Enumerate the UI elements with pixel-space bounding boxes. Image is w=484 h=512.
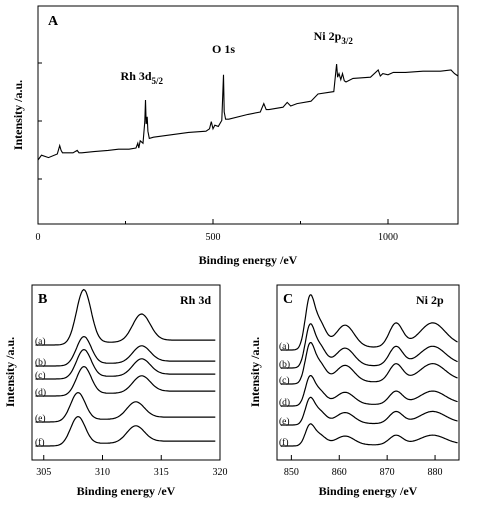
- panel-a-peak-label: O 1s: [212, 42, 235, 56]
- panel-b-xtick-label: 305: [36, 467, 51, 478]
- panel-b-series-line: [35, 348, 216, 380]
- panel-b-series-line: [35, 365, 216, 397]
- panel-a-peak-label: Ni 2p3/2: [314, 29, 354, 46]
- panel-b-series-line: [35, 335, 216, 367]
- survey-spectrum-line: [37, 63, 459, 161]
- panel-c-series-label: (f): [279, 437, 289, 448]
- panel-c-xtick-label: 860: [332, 467, 347, 478]
- panel-b-letter: B: [38, 292, 47, 307]
- panel-c-series-label: (c): [279, 375, 290, 386]
- panel-c-series-label: (d): [279, 397, 290, 408]
- panel-c-xlabel: Binding energy /eV: [319, 484, 418, 498]
- panel-c-series-line: [280, 423, 458, 447]
- panel-b-series-label: (f): [35, 437, 45, 448]
- panel-a-xtick-label: 0: [36, 232, 41, 243]
- panel-a-xtick-label: 1000: [378, 232, 398, 243]
- panel-c-series-label: (e): [279, 416, 290, 427]
- panel-c-xtick-label: 850: [284, 467, 299, 478]
- panel-b-xlabel: Binding energy /eV: [77, 484, 176, 498]
- panel-b-series-line: [35, 415, 216, 447]
- panel-c-series-line: [280, 294, 458, 351]
- panel-b-frame: [31, 284, 221, 461]
- panel-b-series-label: (e): [35, 413, 46, 424]
- panel-a-xlabel: Binding energy /eV: [199, 253, 298, 267]
- panel-b-series-label: (a): [35, 336, 46, 347]
- panel-c-letter: C: [283, 292, 293, 307]
- panel-b-series-label: (d): [35, 387, 46, 398]
- panel-a-xtick-label: 500: [206, 232, 221, 243]
- panel-c-series-line: [280, 342, 458, 385]
- panel-c-xtick-label: 870: [380, 467, 395, 478]
- panel-a-letter: A: [48, 14, 59, 29]
- panel-c-ylabel: Intensity /a.u.: [248, 337, 262, 407]
- panel-b-title: Rh 3d: [180, 293, 211, 307]
- panel-a-frame: [37, 5, 459, 225]
- panel-c-series-line: [280, 375, 458, 407]
- panel-c-title: Ni 2p: [416, 293, 444, 307]
- panel-b-ylabel: Intensity /a.u.: [3, 337, 17, 407]
- panel-c-series-label: (b): [279, 359, 290, 370]
- panel-c-frame: [276, 284, 460, 461]
- panel-b-xtick-label: 320: [213, 467, 228, 478]
- panel-a-ylabel: Intensity /a.u.: [11, 80, 25, 150]
- panel-b-xtick-label: 310: [95, 467, 110, 478]
- panel-c-xtick-label: 880: [428, 467, 443, 478]
- panel-b-series-label: (c): [35, 370, 46, 381]
- panel-a-peak-label: Rh 3d5/2: [121, 69, 164, 86]
- panel-b-series-line: [35, 391, 216, 423]
- panel-c-series-label: (a): [279, 341, 290, 352]
- panel-c-series-line: [280, 323, 458, 369]
- panel-c-series-line: [280, 396, 458, 426]
- panel-b-series-label: (b): [35, 357, 46, 368]
- panel-b-xtick-label: 315: [154, 467, 169, 478]
- panel-b-series-line: [35, 288, 216, 346]
